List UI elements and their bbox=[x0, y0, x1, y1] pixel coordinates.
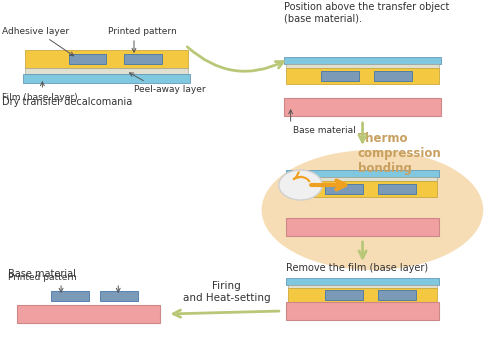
Bar bbox=[69, 54, 106, 64]
Bar bbox=[51, 291, 89, 301]
Bar bbox=[286, 218, 439, 236]
Bar bbox=[286, 68, 439, 84]
Bar bbox=[288, 285, 437, 288]
Text: Adhesive layer: Adhesive layer bbox=[2, 27, 69, 36]
Bar bbox=[25, 50, 188, 68]
Bar bbox=[25, 68, 188, 74]
Text: Remove the film (base layer): Remove the film (base layer) bbox=[286, 263, 428, 273]
Text: Position above the transfer object
(base material).: Position above the transfer object (base… bbox=[284, 2, 449, 24]
Text: Firing
and Heat-setting: Firing and Heat-setting bbox=[183, 281, 271, 303]
Bar bbox=[321, 71, 359, 81]
Bar bbox=[17, 305, 160, 323]
Bar bbox=[288, 288, 437, 302]
Bar bbox=[286, 278, 439, 285]
Bar bbox=[325, 184, 363, 194]
Bar bbox=[284, 98, 441, 116]
Text: Base material: Base material bbox=[8, 269, 76, 279]
Ellipse shape bbox=[262, 150, 483, 270]
Bar bbox=[286, 170, 439, 177]
Text: Thermo
compression
bonding: Thermo compression bonding bbox=[358, 132, 441, 175]
Bar bbox=[378, 290, 416, 300]
Text: Film (base layer): Film (base layer) bbox=[2, 93, 78, 102]
Bar bbox=[374, 71, 412, 81]
Text: Printed pattern: Printed pattern bbox=[8, 273, 77, 282]
Bar bbox=[288, 177, 437, 181]
Text: Dry transfer decalcomania: Dry transfer decalcomania bbox=[2, 97, 132, 107]
Text: Printed pattern: Printed pattern bbox=[108, 27, 177, 36]
Bar bbox=[378, 184, 416, 194]
Bar bbox=[284, 57, 441, 64]
Bar bbox=[286, 64, 439, 68]
Bar bbox=[100, 291, 138, 301]
Text: Peel-away layer: Peel-away layer bbox=[134, 85, 206, 94]
Bar bbox=[23, 74, 190, 83]
Bar bbox=[325, 290, 363, 300]
Bar bbox=[286, 302, 439, 320]
Ellipse shape bbox=[279, 170, 322, 200]
Bar bbox=[124, 54, 161, 64]
Text: Base material: Base material bbox=[293, 126, 355, 135]
Bar bbox=[288, 181, 437, 197]
